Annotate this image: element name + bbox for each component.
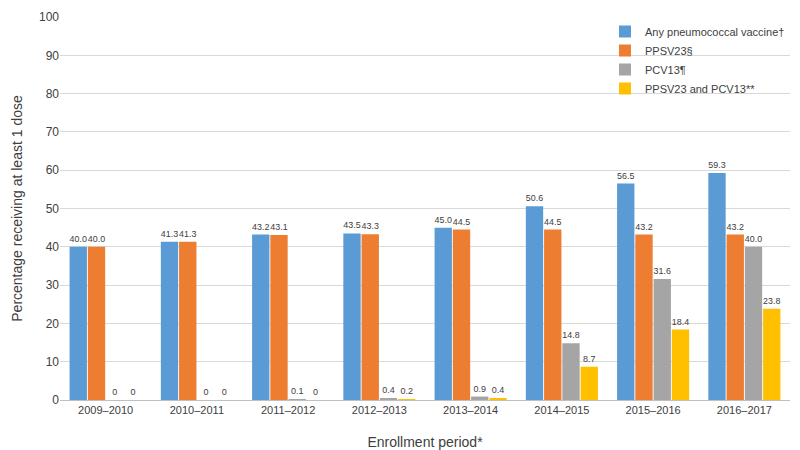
- svg-text:43.2: 43.2: [252, 222, 269, 232]
- svg-text:50: 50: [46, 202, 60, 216]
- svg-text:100: 100: [39, 10, 59, 24]
- svg-text:10: 10: [46, 355, 60, 369]
- svg-text:41.3: 41.3: [161, 229, 178, 239]
- svg-text:23.8: 23.8: [763, 296, 780, 306]
- svg-text:43.2: 43.2: [727, 222, 744, 232]
- svg-text:41.3: 41.3: [179, 229, 196, 239]
- svg-text:8.7: 8.7: [583, 354, 596, 364]
- svg-text:0: 0: [52, 393, 59, 407]
- svg-text:56.5: 56.5: [617, 171, 634, 181]
- svg-text:PPSV23§: PPSV23§: [645, 45, 693, 57]
- svg-text:40: 40: [46, 240, 60, 254]
- svg-text:43.1: 43.1: [270, 222, 287, 232]
- svg-text:40.0: 40.0: [88, 234, 105, 244]
- svg-text:0.2: 0.2: [400, 386, 413, 396]
- svg-text:30: 30: [46, 278, 60, 292]
- svg-text:0: 0: [130, 387, 135, 397]
- svg-text:2014–2015: 2014–2015: [534, 404, 589, 416]
- svg-text:43.3: 43.3: [362, 221, 379, 231]
- svg-text:0: 0: [203, 387, 208, 397]
- svg-text:44.5: 44.5: [453, 217, 470, 227]
- svg-text:2012–2013: 2012–2013: [352, 404, 407, 416]
- svg-text:Enrollment period*: Enrollment period*: [367, 434, 483, 450]
- svg-text:0.9: 0.9: [473, 384, 486, 394]
- svg-text:43.5: 43.5: [343, 220, 360, 230]
- svg-text:PCV13¶: PCV13¶: [645, 64, 686, 76]
- svg-text:70: 70: [46, 125, 60, 139]
- svg-text:14.8: 14.8: [562, 330, 579, 340]
- svg-text:Any pneumococcal vaccine†: Any pneumococcal vaccine†: [645, 26, 784, 38]
- svg-text:2009–2010: 2009–2010: [78, 404, 133, 416]
- svg-text:2016–2017: 2016–2017: [717, 404, 772, 416]
- svg-text:20: 20: [46, 317, 60, 331]
- svg-text:0: 0: [222, 387, 227, 397]
- svg-text:2013–2014: 2013–2014: [443, 404, 498, 416]
- svg-text:0.1: 0.1: [291, 386, 304, 396]
- svg-text:90: 90: [46, 49, 60, 63]
- svg-text:0: 0: [313, 387, 318, 397]
- svg-text:45.0: 45.0: [435, 215, 452, 225]
- svg-text:60: 60: [46, 163, 60, 177]
- svg-text:40.0: 40.0: [70, 234, 87, 244]
- svg-text:0.4: 0.4: [492, 385, 505, 395]
- svg-text:Percentage receiving at least: Percentage receiving at least 1 dose: [9, 95, 25, 322]
- svg-text:0: 0: [112, 387, 117, 397]
- svg-text:43.2: 43.2: [635, 222, 652, 232]
- svg-text:50.6: 50.6: [526, 193, 543, 203]
- svg-text:0.4: 0.4: [382, 385, 395, 395]
- svg-text:PPSV23 and PCV13**: PPSV23 and PCV13**: [645, 83, 755, 95]
- svg-text:44.5: 44.5: [544, 217, 561, 227]
- svg-text:31.6: 31.6: [654, 266, 671, 276]
- svg-text:2011–2012: 2011–2012: [261, 404, 315, 416]
- svg-text:2010–2011: 2010–2011: [170, 404, 224, 416]
- svg-text:40.0: 40.0: [745, 234, 762, 244]
- svg-text:80: 80: [46, 87, 60, 101]
- svg-text:59.3: 59.3: [708, 160, 725, 170]
- svg-text:18.4: 18.4: [672, 317, 689, 327]
- svg-text:2015–2016: 2015–2016: [626, 404, 681, 416]
